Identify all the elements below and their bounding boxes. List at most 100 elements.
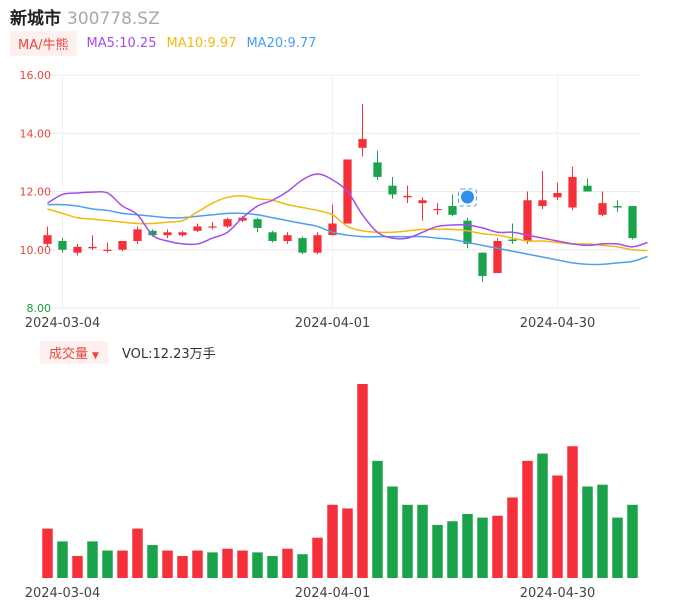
candle-body bbox=[193, 226, 202, 231]
ma-legend: MA/牛熊 MA5:10.25 MA10:9.97 MA20:9.77 bbox=[10, 30, 316, 56]
volume-bar bbox=[432, 524, 443, 578]
candle-body bbox=[313, 235, 322, 253]
y-tick-label: 10.00 bbox=[20, 244, 52, 257]
volume-bar bbox=[297, 554, 308, 578]
volume-bar bbox=[177, 556, 188, 578]
volume-bar bbox=[612, 517, 623, 578]
candle-body bbox=[388, 185, 397, 195]
candle-body bbox=[298, 238, 307, 253]
volume-bar bbox=[147, 545, 158, 578]
y-tick-label: 14.00 bbox=[20, 127, 52, 140]
price-date-axis: 2024-03-04 2024-04-01 2024-04-30 bbox=[25, 316, 596, 331]
price-axis: 16.00 14.00 12.00 10.00 8.00 bbox=[20, 69, 52, 315]
candle-body bbox=[58, 241, 67, 250]
volume-bar bbox=[327, 504, 338, 578]
candle-body bbox=[538, 200, 547, 207]
candle-body bbox=[148, 230, 157, 236]
candle-body bbox=[268, 232, 277, 242]
x-tick-label: 2024-04-30 bbox=[520, 586, 596, 601]
candle-body bbox=[568, 176, 577, 208]
y-tick-label: 8.00 bbox=[27, 302, 52, 315]
volume-bar bbox=[582, 486, 593, 578]
candle-body bbox=[163, 232, 172, 236]
volume-bar bbox=[567, 446, 578, 578]
volume-bar bbox=[162, 550, 173, 578]
ma-toggle-button[interactable]: MA/牛熊 bbox=[10, 30, 77, 56]
x-tick-label: 2024-04-01 bbox=[295, 316, 371, 331]
candle-body bbox=[403, 195, 412, 198]
volume-bar bbox=[267, 556, 278, 578]
volume-bar bbox=[222, 548, 233, 578]
volume-bar bbox=[627, 504, 638, 578]
volume-bar bbox=[477, 517, 488, 578]
ma20-line bbox=[47, 203, 648, 266]
caret-down-icon: ▼ bbox=[92, 350, 99, 361]
x-tick-label: 2024-03-04 bbox=[25, 586, 101, 601]
event-marker-frame bbox=[458, 188, 477, 207]
candle-body bbox=[208, 226, 217, 228]
event-marker-icon bbox=[461, 190, 474, 204]
candle-body bbox=[358, 139, 367, 148]
volume-bar bbox=[447, 521, 458, 578]
x-tick-label: 2024-04-01 bbox=[295, 586, 371, 601]
volume-bar bbox=[357, 384, 368, 578]
candle-body bbox=[373, 162, 382, 177]
candle-body bbox=[238, 217, 247, 221]
candle-body bbox=[508, 239, 517, 242]
volume-bar bbox=[402, 504, 413, 578]
volume-bar bbox=[102, 550, 113, 578]
candle-body bbox=[118, 241, 127, 250]
volume-bar bbox=[57, 541, 68, 578]
volume-bar bbox=[132, 528, 143, 578]
volume-legend: 成交量 ▼ VOL:12.23万手 bbox=[40, 340, 216, 364]
volume-bar bbox=[87, 541, 98, 578]
volume-value: VOL:12.23万手 bbox=[121, 346, 216, 362]
y-tick-label: 16.00 bbox=[20, 69, 52, 82]
candle-body bbox=[463, 220, 472, 244]
volume-bar bbox=[537, 453, 548, 578]
volume-bar bbox=[207, 552, 218, 578]
ma5-label: MA5:10.25 bbox=[86, 35, 157, 51]
ma10-line bbox=[47, 195, 648, 252]
candle-body bbox=[493, 241, 502, 274]
stock-name: 新城市 bbox=[10, 9, 61, 29]
volume-bar bbox=[387, 486, 398, 578]
stock-header: 新城市 300778.SZ bbox=[10, 4, 160, 29]
volume-toggle-label: 成交量 bbox=[49, 346, 89, 362]
volume-bar bbox=[417, 504, 428, 578]
volume-bar bbox=[312, 537, 323, 578]
candle-body bbox=[433, 208, 442, 211]
volume-bar bbox=[372, 460, 383, 578]
volume-bar bbox=[237, 550, 248, 578]
candle-body bbox=[448, 206, 457, 215]
volume-date-axis: 2024-03-04 2024-04-01 2024-04-30 bbox=[25, 586, 596, 601]
ma10-label: MA10:9.97 bbox=[166, 35, 237, 51]
candle-body bbox=[178, 232, 187, 236]
volume-bar bbox=[282, 548, 293, 578]
volume-bar bbox=[252, 552, 263, 578]
event-marker[interactable] bbox=[458, 188, 477, 207]
y-tick-label: 12.00 bbox=[20, 186, 52, 199]
volume-toggle-button[interactable]: 成交量 ▼ bbox=[40, 340, 108, 364]
candle-body bbox=[73, 246, 82, 253]
candle-body bbox=[328, 223, 337, 236]
candle-body bbox=[88, 246, 97, 249]
volume-bar bbox=[507, 497, 518, 578]
candle-body bbox=[598, 203, 607, 215]
stock-code: 300778.SZ bbox=[67, 9, 160, 29]
ma20-label: MA20:9.77 bbox=[246, 35, 317, 51]
candle-body bbox=[553, 192, 562, 198]
volume-bar bbox=[42, 528, 53, 578]
candle-body bbox=[418, 200, 427, 204]
volume-bars bbox=[42, 384, 638, 578]
candlestick-series bbox=[43, 104, 637, 282]
volume-bar bbox=[72, 556, 83, 578]
x-tick-label: 2024-03-04 bbox=[25, 316, 101, 331]
candle-body bbox=[613, 206, 622, 208]
volume-bar bbox=[597, 484, 608, 578]
volume-bar bbox=[492, 515, 503, 578]
candle-body bbox=[283, 235, 292, 242]
candle-body bbox=[523, 200, 532, 242]
volume-bar bbox=[552, 475, 563, 578]
